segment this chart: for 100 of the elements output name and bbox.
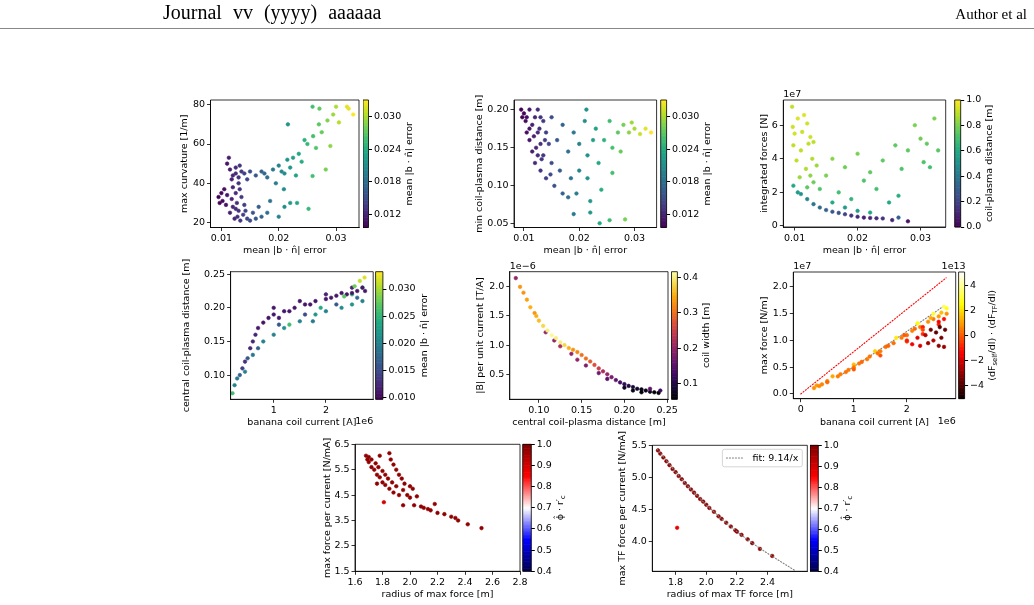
y-tick-label: 4.5: [631, 502, 647, 514]
color-bar-label: 0.024: [672, 142, 700, 154]
x-axis-title: central coil-plasma distance [m]: [512, 415, 666, 427]
x-tick-label: 2.2: [429, 575, 446, 587]
color-bar-label: 0.010: [388, 390, 416, 402]
color-bar-label: 0.8: [966, 118, 982, 130]
color-bar-label: 0.030: [388, 282, 416, 294]
text: 1e7: [793, 260, 812, 271]
color-bar-label: 0: [970, 328, 977, 340]
y-tick-label: 5.5: [631, 438, 647, 450]
y-tick-label: 0.0: [772, 387, 788, 399]
x-tick-label: 0.01: [784, 231, 806, 243]
color-bar-label: 0.9: [823, 459, 839, 471]
y-tick-label: 2: [771, 185, 778, 197]
color-bar-label: 0.012: [672, 207, 700, 219]
x-tick-label: 2.2: [729, 575, 745, 587]
color-bar-label: 0.012: [374, 207, 402, 219]
color-bar-label: 0.4: [966, 169, 982, 181]
x-tick-label: 0.01: [210, 232, 232, 244]
color-bar-label: 1.0: [966, 93, 982, 105]
color-bar-label: 0.6: [536, 522, 552, 534]
y-tick-label: 80: [192, 98, 205, 110]
y-tick-label: 0: [771, 219, 778, 231]
text: 1e−6: [509, 259, 536, 271]
color-bar-label: 4: [970, 279, 977, 291]
y-tick-label: 40: [192, 176, 205, 188]
y-axis-title: integrated forces [N]: [758, 113, 770, 214]
color-bar-label: 0.030: [374, 109, 402, 121]
x-tick-label: 2.0: [402, 575, 418, 587]
x-axis-title: banana coil current [A]: [247, 415, 357, 427]
color-bar-label: 0.018: [672, 175, 700, 187]
color-bar-label: 0.0: [966, 220, 982, 232]
y-tick-label: 0.20: [487, 103, 509, 115]
x-tick-label: 0.03: [909, 231, 932, 243]
y-tick-label: 4: [771, 152, 778, 164]
y-axis-title: max force per current [N/mA]: [321, 437, 333, 578]
color-bar-label: 0.9: [536, 458, 552, 470]
x-tick-label: 2.0: [698, 575, 714, 587]
y-tick-label: 0.25: [203, 267, 226, 279]
x-tick-label: 0.15: [571, 403, 593, 415]
y-tick-label: 20: [192, 216, 205, 228]
color-bar-label: 0.6: [966, 144, 982, 156]
color-bar-label: 0.1: [682, 377, 699, 389]
x-tick-label: 0.03: [325, 232, 347, 244]
color-bar-label: 0.8: [536, 480, 552, 492]
color-bar-label: 0.5: [536, 543, 552, 555]
y-axis-title: max force [N/m]: [758, 296, 770, 375]
y-tick-label: 1.0: [489, 338, 505, 350]
x-tick-label: 2.4: [457, 575, 473, 587]
y-tick-label: 0.5: [489, 367, 505, 379]
color-bar-title: mean |b · n̂| error: [701, 121, 713, 206]
x-tick-label: 2.6: [484, 575, 501, 587]
x-tick-label: 2: [903, 403, 910, 415]
color-bar-label: 0.4: [682, 270, 699, 282]
y-axis-title: max curvature [1/m]: [178, 114, 190, 214]
y-tick-label: 6.5: [334, 437, 350, 449]
y-tick-label: 0.15: [487, 141, 509, 153]
y-axis-title: |B| per unit current [T/A]: [474, 277, 486, 394]
y-axis-title: min coil-plasma distance [m]: [473, 94, 485, 233]
y-tick-label: 0.15: [203, 334, 226, 346]
y-tick-label: 1.5: [334, 564, 350, 576]
x-tick-label: 0.25: [656, 403, 678, 415]
color-bar-title: mean |b · n̂| error: [417, 293, 429, 378]
x-tick-label: 2.4: [760, 575, 776, 587]
y-tick-label: 6: [771, 118, 778, 130]
y-tick-label: 0.10: [203, 368, 226, 380]
y-tick-label: 2.0: [772, 280, 788, 292]
color-bar-title: coil width [m]: [700, 302, 712, 369]
color-bar-label: 0.8: [823, 480, 839, 492]
text: 1e6: [355, 415, 374, 427]
color-bar-label: 0.4: [823, 564, 839, 576]
x-axis-title: radius of max force [m]: [381, 587, 494, 599]
color-bar-label: 0.015: [388, 363, 416, 375]
x-tick-label: 1: [270, 403, 277, 415]
x-tick-label: 0.20: [613, 403, 635, 415]
color-bar-label: −4: [970, 378, 985, 390]
y-tick-label: 0.20: [203, 301, 226, 313]
x-tick-label: 0.02: [847, 231, 869, 243]
y-tick-label: 0.10: [487, 179, 509, 191]
x-tick-label: 0.02: [568, 232, 590, 244]
y-tick-label: 4.5: [334, 488, 350, 500]
text: Author et al: [955, 6, 1027, 23]
color-bar-label: 0.3: [682, 306, 699, 318]
color-bar-label: 0.6: [823, 522, 839, 534]
y-tick-label: 60: [192, 137, 205, 149]
text: 1e6: [937, 414, 956, 426]
color-bar-label: 0.7: [536, 501, 552, 513]
x-axis-title: mean |b · n̂| error: [543, 243, 628, 255]
y-tick-label: 4.0: [631, 534, 647, 546]
color-bar-label: 0.5: [823, 543, 839, 555]
color-bar-label: 0.4: [536, 564, 552, 576]
y-tick-label: 2.5: [334, 539, 350, 551]
color-bar-label: 0.2: [966, 195, 982, 207]
color-bar-title: coil-plasma distance [m]: [983, 104, 995, 223]
x-tick-label: 0: [797, 403, 804, 415]
color-bar-label: 0.018: [374, 175, 402, 187]
x-axis-title: mean |b · n̂| error: [243, 243, 327, 255]
y-axis-title: max TF force per current [N/mA]: [616, 431, 628, 586]
x-tick-label: 0.02: [268, 232, 290, 244]
color-bar-label: 0.030: [672, 109, 700, 121]
